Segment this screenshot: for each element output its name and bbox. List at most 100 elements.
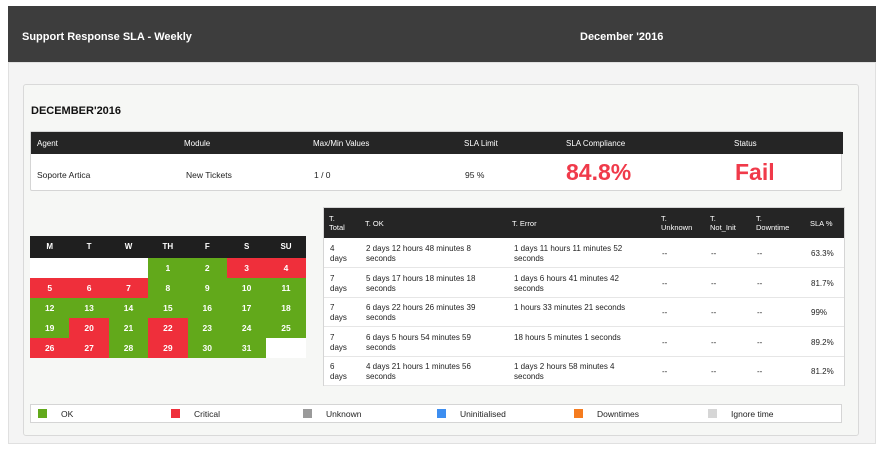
calendar-day-cell: 6 — [69, 278, 109, 298]
calendar-day-cell: 13 — [69, 298, 109, 318]
calendar-day-cell: 20 — [69, 318, 109, 338]
calendar-day-cell: 31 — [226, 338, 267, 358]
legend-label: Uninitialised — [460, 409, 506, 419]
row-error-time: 1 days 11 hours 11 minutes 52 seconds — [514, 244, 623, 263]
agent-value: Soporte Artica — [37, 170, 91, 180]
calendar-day-cell: 9 — [187, 278, 227, 298]
legend-label: Ignore time — [731, 409, 774, 419]
calendar-day-cell: 1 — [148, 258, 188, 278]
legend: OK Critical Unknown Uninitialised Downtimes I… — [30, 404, 842, 423]
row-error-time: 18 hours 5 minutes 1 seconds — [514, 332, 621, 342]
calendar-day-cell: 12 — [30, 298, 70, 318]
weekly-detail-table: T. Total T. OK T. Error T. Unknown T. No… — [323, 207, 845, 386]
legend-label: OK — [61, 409, 74, 419]
row-sla-percent: 89.2% — [811, 337, 834, 347]
row-total: 7 days — [330, 303, 347, 322]
row-unknown: -- — [662, 249, 668, 258]
legend-swatch — [708, 409, 717, 418]
sla-limit-value: 95 % — [465, 170, 485, 180]
row-downtime: -- — [757, 308, 763, 317]
report-header: Support Response SLA - Weekly December '… — [8, 6, 876, 62]
col-sla-percent: SLA % — [810, 219, 833, 228]
calendar-day-cell: 21 — [108, 318, 149, 338]
calendar-weekday-header: M T W TH F S SU — [30, 236, 306, 258]
row-error-time: 1 hours 33 minutes 21 seconds — [514, 303, 626, 312]
row-unknown: -- — [662, 278, 668, 288]
legend-swatch — [574, 409, 583, 418]
detail-row: 7 days 5 days 17 hours 18 minutes 18 second… — [324, 269, 844, 298]
row-not-init: -- — [711, 367, 717, 376]
calendar-day-cell: 25 — [266, 318, 306, 338]
calendar-empty-cell — [108, 258, 149, 278]
col-ok: T. OK — [365, 219, 384, 228]
calendar-grid: 1 2 3 4 5 6 7 8 9 10 11 12 13 14 15 16 17 18 19 20 21 22 23 24 2… — [30, 258, 306, 358]
legend-swatch — [303, 409, 312, 418]
legend-swatch — [437, 409, 446, 418]
col-total: T. Total — [329, 214, 345, 232]
row-ok-time: 4 days 21 hours 1 minutes 56 seconds — [366, 362, 471, 381]
weekday-label: SU — [280, 242, 292, 251]
calendar-day-cell: 4 — [266, 258, 306, 278]
report-title: Support Response SLA - Weekly — [22, 31, 192, 43]
calendar-day-cell: 10 — [226, 278, 267, 298]
col-maxmin: Max/Min Values — [313, 139, 370, 148]
calendar-day-cell: 26 — [30, 338, 70, 358]
calendar-day-cell: 16 — [187, 298, 227, 318]
maxmin-value: 1 / 0 — [314, 170, 331, 180]
calendar-day-cell: 8 — [148, 278, 188, 298]
row-downtime: -- — [757, 278, 763, 288]
calendar-day-cell: 2 — [187, 258, 227, 278]
legend-swatch — [38, 409, 47, 418]
row-ok-time: 2 days 12 hours 48 minutes 8 seconds — [366, 244, 471, 263]
col-sla-compliance: SLA Compliance — [566, 139, 626, 148]
row-ok-time: 6 days 5 hours 54 minutes 59 seconds — [366, 332, 471, 352]
weekday-label: TH — [162, 242, 174, 251]
calendar-day-cell: 7 — [108, 278, 149, 298]
module-value: New Tickets — [186, 170, 232, 180]
detail-row: 7 days 6 days 5 hours 54 minutes 59 seconds… — [324, 328, 844, 357]
calendar-day-cell: 15 — [148, 298, 188, 318]
calendar-empty-cell — [266, 338, 306, 358]
row-total: 6 days — [330, 362, 347, 381]
row-sla-percent: 63.3% — [811, 249, 834, 258]
row-downtime: -- — [757, 367, 763, 376]
row-sla-percent: 81.7% — [811, 278, 834, 288]
calendar-day-cell: 27 — [69, 338, 109, 358]
row-total: 7 days — [330, 273, 347, 293]
report-period: December '2016 — [580, 31, 664, 43]
calendar-day-cell: 3 — [226, 258, 267, 278]
calendar-day-cell: 30 — [187, 338, 227, 358]
calendar-empty-cell — [30, 258, 70, 278]
col-downtime: T. Downtime — [756, 214, 790, 232]
calendar-day-cell: 24 — [226, 318, 267, 338]
legend-swatch — [171, 409, 180, 418]
col-status: Status — [734, 139, 757, 148]
col-error: T. Error — [512, 219, 537, 228]
sla-summary-table: Agent Module Max/Min Values SLA Limit SL… — [30, 131, 843, 191]
calendar-day-cell: 18 — [266, 298, 306, 318]
weekday-label: F — [204, 242, 210, 251]
row-ok-time: 6 days 22 hours 26 minutes 39 seconds — [366, 303, 476, 322]
row-not-init: -- — [711, 249, 717, 258]
row-unknown: -- — [662, 308, 668, 317]
calendar-day-cell: 19 — [30, 318, 70, 338]
row-sla-percent: 99% — [811, 308, 828, 317]
legend-label: Critical — [194, 409, 220, 419]
row-not-init: -- — [711, 337, 717, 347]
month-title: DECEMBER'2016 — [31, 105, 122, 117]
detail-row: 6 days 4 days 21 hours 1 minutes 56 seconds… — [324, 357, 844, 386]
row-not-init: -- — [711, 308, 717, 317]
col-unknown: T. Unknown — [661, 214, 693, 232]
calendar-day-cell: 28 — [108, 338, 149, 358]
weekday-label: T — [86, 242, 92, 251]
row-unknown: -- — [662, 367, 668, 376]
col-module: Module — [184, 139, 211, 148]
calendar-empty-cell — [69, 258, 109, 278]
col-not-init: T. Not_Init — [710, 214, 736, 232]
row-total: 7 days — [330, 332, 347, 352]
row-downtime: -- — [757, 337, 763, 347]
row-downtime: -- — [757, 249, 763, 258]
detail-row: 7 days 6 days 22 hours 26 minutes 39 second… — [324, 298, 844, 327]
row-error-time: 1 days 6 hours 41 minutes 42 seconds — [514, 273, 619, 293]
calendar-day-cell: 5 — [30, 278, 70, 298]
